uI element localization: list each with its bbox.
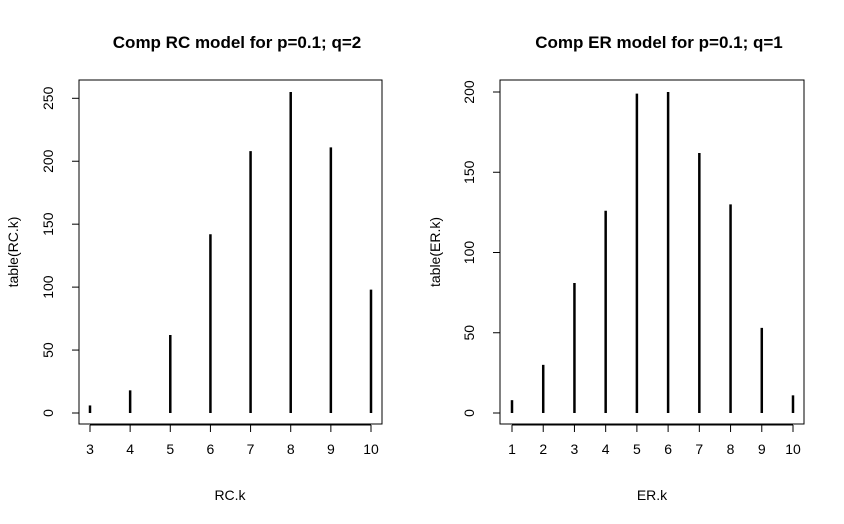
y-tick-label-rc-250: 250: [40, 86, 56, 110]
x-tick-label-er-1: 1: [508, 441, 516, 457]
y-tick-label-rc-50: 50: [40, 342, 56, 358]
rc-model-panel: Comp RC model for p=0.1; q=2 3 4 5 6 7 8 9 10 0…: [5, 33, 383, 503]
x-tick-label-rc-8: 8: [287, 441, 295, 457]
y-tick-label-rc-100: 100: [40, 275, 56, 299]
x-tick-label-er-5: 5: [633, 441, 641, 457]
x-tick-label-er-2: 2: [539, 441, 547, 457]
y-axis-rc: 0 50 100 150 200 250: [40, 86, 80, 417]
x-tick-label-er-3: 3: [571, 441, 579, 457]
plot-frame-er: [499, 79, 805, 425]
x-tick-label-rc-3: 3: [86, 441, 94, 457]
x-tick-label-er-4: 4: [602, 441, 610, 457]
y-axis-label-rc: table(RC.k): [5, 217, 21, 288]
x-tick-label-er-10: 10: [785, 441, 801, 457]
x-tick-label-rc-7: 7: [247, 441, 255, 457]
plot-frame-rc: [78, 79, 383, 425]
bars-rc: [88, 92, 373, 413]
x-tick-label-rc-4: 4: [126, 441, 134, 457]
x-axis-label-er: ER.k: [637, 487, 668, 503]
x-tick-label-rc-6: 6: [207, 441, 215, 457]
x-tick-label-rc-10: 10: [363, 441, 379, 457]
x-tick-label-rc-9: 9: [327, 441, 335, 457]
x-tick-label-er-8: 8: [727, 441, 735, 457]
y-axis-label-er: table(ER.k): [427, 217, 443, 287]
bars-er: [510, 92, 795, 413]
y-tick-label-er-200: 200: [461, 80, 477, 104]
x-tick-label-er-9: 9: [758, 441, 766, 457]
y-tick-label-rc-0: 0: [40, 409, 56, 417]
y-tick-label-rc-150: 150: [40, 212, 56, 236]
x-axis-rc: 3 4 5 6 7 8 9 10: [86, 424, 379, 457]
y-tick-label-er-100: 100: [461, 241, 477, 265]
er-model-panel: Comp ER model for p=0.1; q=1 1 2 3 4 5 6 7 8 9 10…: [427, 33, 805, 503]
chart-title-er: Comp ER model for p=0.1; q=1: [535, 33, 783, 52]
y-axis-er: 0 50 100 150 200: [461, 80, 501, 417]
chart-title-rc: Comp RC model for p=0.1; q=2: [113, 33, 361, 52]
y-tick-label-rc-200: 200: [40, 149, 56, 173]
x-tick-label-er-7: 7: [695, 441, 703, 457]
y-tick-label-er-150: 150: [461, 160, 477, 184]
x-tick-label-rc-5: 5: [166, 441, 174, 457]
y-tick-label-er-0: 0: [461, 409, 477, 417]
y-tick-label-er-50: 50: [461, 325, 477, 341]
x-tick-label-er-6: 6: [664, 441, 672, 457]
x-axis-er: 1 2 3 4 5 6 7 8 9 10: [508, 424, 801, 457]
x-axis-label-rc: RC.k: [214, 487, 246, 503]
